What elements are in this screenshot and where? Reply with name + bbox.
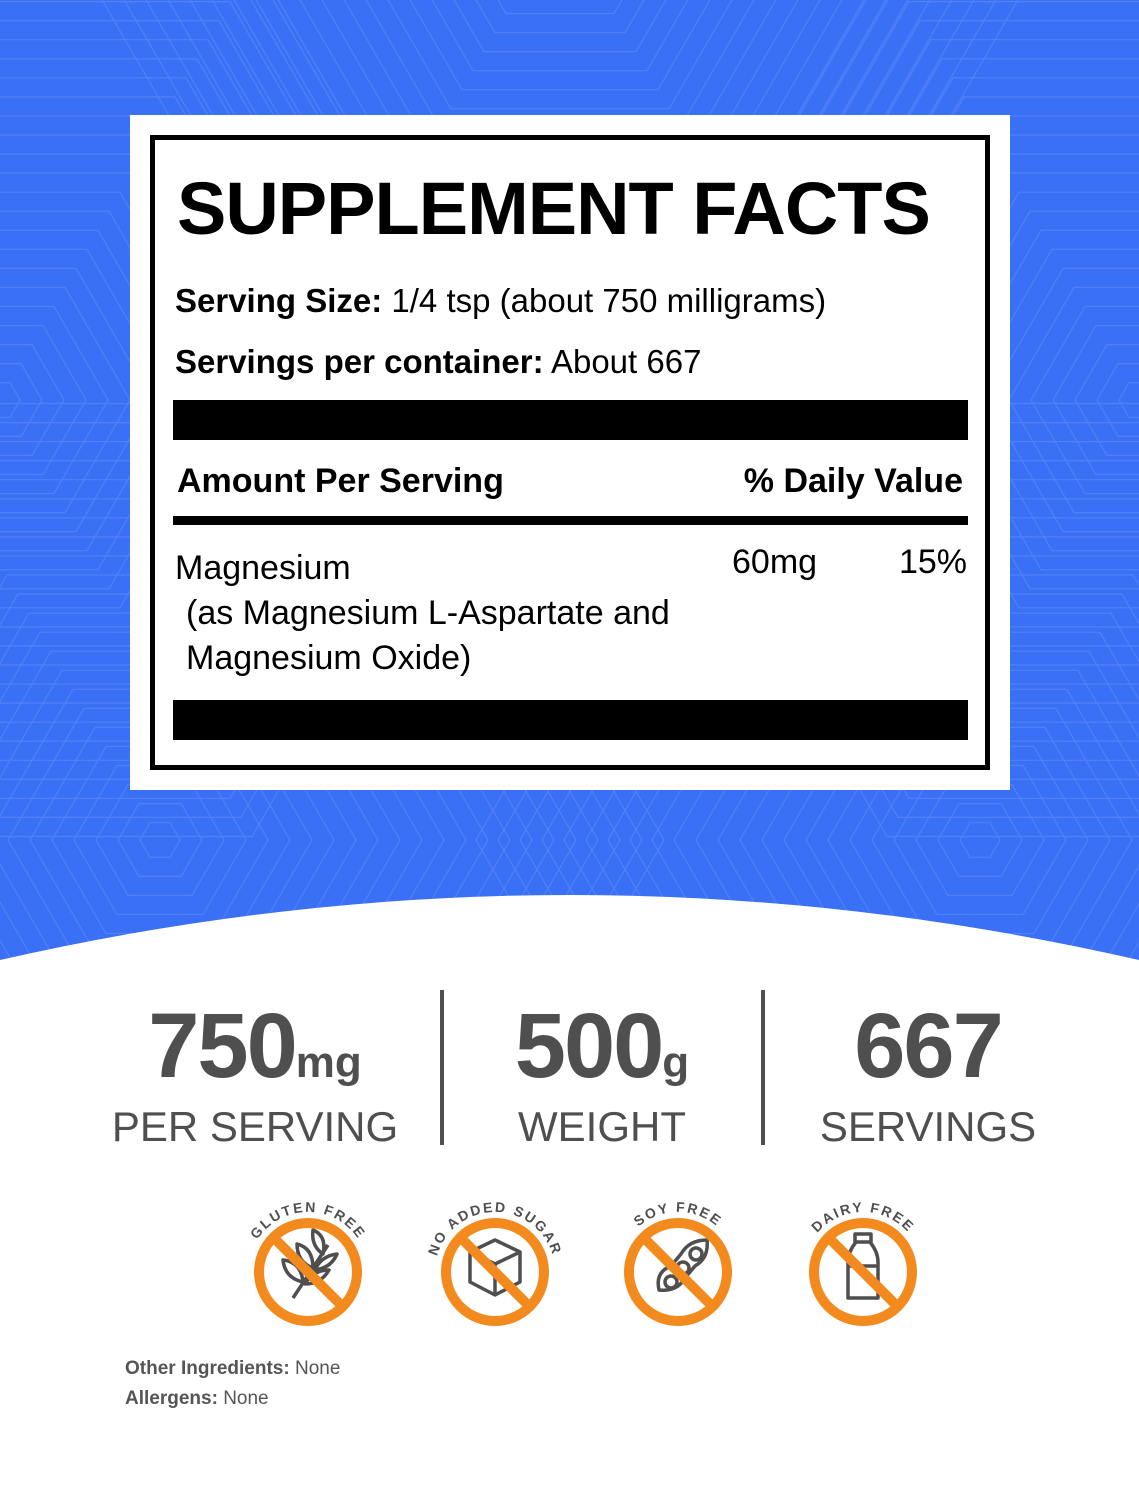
hexagon-line [0, 0, 483, 819]
hexagon-line [0, 1, 461, 800]
white-curve [0, 895, 1139, 1000]
hexagon-line [0, 344, 65, 456]
hexagon-line [475, 0, 645, 34]
stat-per-serving: 750mg PER SERVING [105, 1000, 405, 1148]
hexagon-line [0, 324, 87, 476]
hexagon-line [0, 305, 109, 495]
hexagon-line [497, 0, 623, 15]
header-divider [173, 516, 968, 525]
serving-size: Serving Size: 1/4 tsp (about 750 milligr… [175, 282, 826, 320]
stat-divider [761, 990, 765, 1145]
hexagon-line [95, 783, 225, 897]
ingredient-detail: (as Magnesium L-Aspartate and [186, 594, 670, 632]
hexagon-line [0, 229, 197, 571]
prohibited-circle-icon [254, 1218, 362, 1326]
hexagon-line [541, 460, 1139, 1000]
hexagon-line [937, 802, 1023, 878]
hexagon-line [783, 669, 1139, 1000]
hexagon-line [0, 267, 153, 533]
hexagon-line [607, 517, 1139, 1000]
stat-servings: 667 SERVINGS [778, 1000, 1078, 1148]
stat-label: WEIGHT [518, 1103, 686, 1150]
ingredient-amount: 60mg [732, 543, 818, 581]
hexagon-line [959, 822, 1001, 858]
badge-text: NO ADDED SUGAR [425, 1199, 566, 1258]
bottom-divider [173, 700, 968, 740]
badge-no-added-sugar: NO ADDED SUGAR [420, 1190, 570, 1340]
hexagon-line [475, 402, 1139, 1000]
prohibited-circle-icon [809, 1218, 917, 1326]
badge-text: DAIRY FREE [808, 1199, 918, 1235]
prohibited-slash [456, 1233, 534, 1311]
hexagon-line [497, 422, 1139, 1000]
hexagon-line [1096, 363, 1139, 437]
hexagon-line [1030, 305, 1139, 495]
hexagon-line [387, 0, 733, 110]
hexagon-line [0, 248, 175, 552]
hexagon-line [453, 0, 667, 53]
prohibited-slash [639, 1233, 717, 1311]
hexagon-line [1118, 382, 1139, 418]
hexagon-line [0, 210, 219, 590]
serving-size-label: Serving Size: [175, 282, 383, 319]
hexagon-line [871, 745, 1089, 935]
hexagon-line [1074, 344, 1139, 456]
hexagon-line [0, 382, 21, 418]
other-ingredients: Other Ingredients: None [125, 1358, 341, 1379]
badge-soy-free: SOY FREE [603, 1190, 753, 1340]
hexagon-line [761, 650, 1139, 1000]
stat-label: PER SERVING [111, 1103, 399, 1150]
servings-per-container: Servings per container: About 667 [175, 343, 701, 381]
prohibited-slash [824, 1233, 902, 1311]
hexagon-line [739, 631, 1139, 1000]
hexagon-line [0, 0, 505, 838]
prohibited-circle-icon [624, 1218, 732, 1326]
prohibited-slash [269, 1233, 347, 1311]
servings-label: Servings per container: [175, 343, 544, 380]
hexagon-line [585, 498, 1139, 1000]
stat-weight: 500g WEIGHT [452, 1000, 752, 1148]
hexagon-line [629, 536, 1139, 1000]
stat-value: 667 [854, 995, 1003, 1097]
hexagon-line [695, 593, 1139, 1000]
stat-value: 500g [514, 995, 690, 1097]
hexagon-line [519, 441, 1139, 1000]
prohibited-circle-icon [441, 1218, 549, 1326]
stat-value: 750mg [148, 995, 362, 1097]
hexagon-line [717, 612, 1139, 1000]
hexagon-line [651, 555, 1139, 1000]
hexagon-line [0, 191, 241, 609]
ingredient-detail: Magnesium Oxide) [186, 639, 472, 677]
supplement-facts-frame: SUPPLEMENT FACTS Serving Size: 1/4 tsp (… [150, 135, 990, 770]
serving-size-value: 1/4 tsp (about 750 milligrams) [391, 282, 827, 319]
stat-label: SERVINGS [819, 1103, 1037, 1150]
badge-gluten-free: GLUTEN FREE [233, 1190, 383, 1340]
ingredient-name: Magnesium [175, 549, 351, 587]
ingredient-dv: 15% [898, 543, 967, 581]
hexagon-line [409, 0, 711, 91]
hexagon-line [915, 783, 1045, 897]
allergens: Allergens: None [125, 1388, 269, 1409]
thick-divider [173, 400, 968, 440]
hexagon-line [1052, 324, 1139, 476]
hexagon-line [117, 802, 203, 878]
amount-header: Amount Per Serving [177, 462, 504, 500]
hexagon-line [673, 574, 1139, 1000]
badge-dairy-free: DAIRY FREE [788, 1190, 938, 1340]
hexagon-line [0, 363, 43, 437]
hexagon-line [431, 0, 689, 72]
supplement-facts-panel: SUPPLEMENT FACTS Serving Size: 1/4 tsp (… [130, 115, 1010, 790]
label-title: SUPPLEMENT FACTS [177, 167, 931, 250]
hexagon-line [893, 764, 1067, 916]
hexagon-line [0, 286, 131, 514]
dv-header: % Daily Value [743, 462, 963, 500]
hexagon-line [563, 479, 1139, 1000]
hexagon-line [139, 822, 181, 858]
servings-value: About 667 [550, 343, 702, 380]
stat-divider [440, 990, 444, 1145]
